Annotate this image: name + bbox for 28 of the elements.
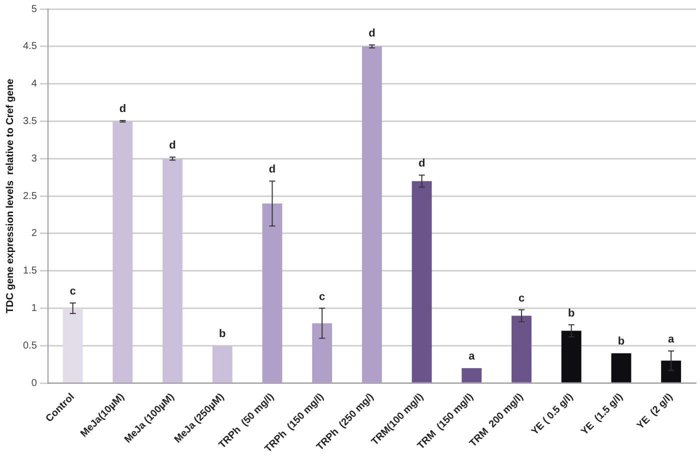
- x-tick-label: YE ( 0.5 g/l): [530, 392, 576, 438]
- y-axis-title: TDC gene expression levels relative to Cref gene: [4, 78, 16, 314]
- annotation: b: [568, 307, 575, 320]
- annotation: d: [268, 164, 276, 176]
- x-tick-label: YE (2 g/l): [635, 392, 676, 432]
- annotation: d: [119, 103, 126, 116]
- y-tick-label: 2: [31, 228, 38, 240]
- annotation: c: [70, 286, 76, 298]
- y-tick-label: 0.5: [22, 340, 38, 352]
- annotation: d: [169, 140, 176, 152]
- annotation: d: [418, 158, 426, 170]
- annotation: a: [468, 350, 476, 363]
- annotation: b: [618, 336, 625, 348]
- y-tick-label: 4.5: [22, 41, 38, 52]
- y-tick-label: 3.5: [22, 116, 38, 127]
- annotation: b: [219, 328, 226, 340]
- y-tick-label: 2.5: [22, 190, 38, 202]
- y-tick-label: 4: [31, 78, 38, 90]
- annotation: a: [668, 333, 676, 346]
- y-tick-label: 1.5: [22, 266, 38, 277]
- y-tick-label: 5: [31, 4, 38, 15]
- annotation: c: [518, 292, 525, 304]
- x-tick-label: YE (1.5 g/l): [579, 392, 626, 438]
- y-tick-label: 1: [31, 303, 38, 314]
- annotation: c: [319, 290, 326, 303]
- y-tick-label: 3: [31, 153, 38, 164]
- y-tick-label: 0: [31, 378, 38, 389]
- annotation: d: [368, 27, 376, 40]
